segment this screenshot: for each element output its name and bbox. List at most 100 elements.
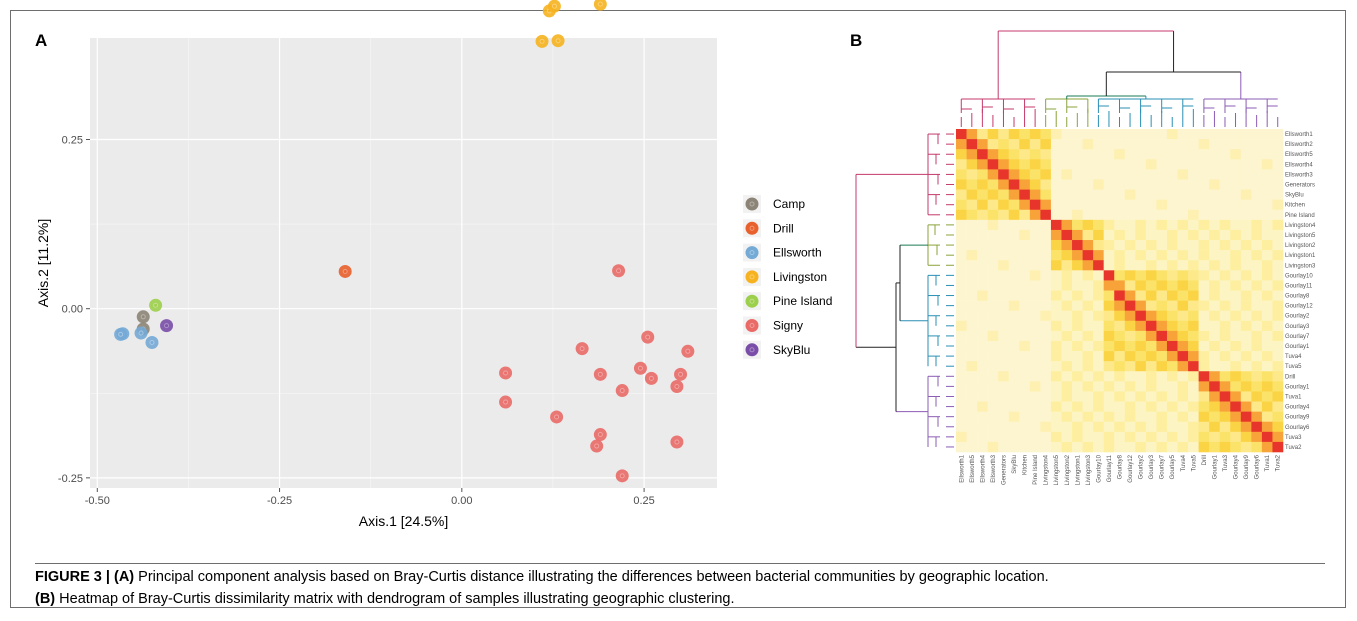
heatmap-cell (1145, 361, 1157, 372)
heatmap-cell (1240, 441, 1252, 453)
heatmap-cell (1061, 441, 1073, 453)
heatmap-cell (1177, 371, 1189, 382)
heatmap-cell (1166, 229, 1178, 241)
heatmap-cell (1124, 149, 1136, 160)
heatmap-cell (1040, 351, 1052, 362)
heatmap-cell (1050, 290, 1062, 301)
point-center-signy (648, 375, 654, 381)
heatmap-cell (977, 381, 988, 392)
heatmap-cell (1029, 159, 1041, 170)
heatmap-cell (1177, 441, 1189, 453)
heatmap-cell (1261, 441, 1273, 453)
heatmap-cell (1166, 219, 1178, 231)
heatmap-cell (1219, 330, 1231, 342)
heatmap-cell (1019, 371, 1031, 382)
heatmap-cell (977, 421, 988, 433)
heatmap-cell (1072, 280, 1083, 291)
heatmap-cell (1029, 381, 1041, 392)
heatmap-cell (1008, 381, 1020, 392)
heatmap-cell (1166, 310, 1178, 322)
heatmap-column-label: Kitchen (1023, 455, 1029, 475)
heatmap-cell (1188, 199, 1199, 211)
heatmap-cell (1240, 219, 1252, 231)
heatmap-cell (1156, 391, 1168, 402)
caption-label: FIGURE 3 | (35, 569, 110, 585)
heatmap-cell (1272, 310, 1284, 322)
heatmap-cell (1219, 270, 1231, 281)
heatmap-cell (1209, 310, 1221, 322)
heatmap-cell (1008, 411, 1020, 423)
heatmap-row-label: Ellsworth5 (1285, 152, 1313, 158)
heatmap-cell (1188, 381, 1199, 392)
heatmap-cell (1061, 199, 1073, 211)
heatmap-cell (966, 431, 978, 443)
heatmap-cell (1188, 240, 1199, 251)
heatmap-column-label: Gourlay6 (1255, 454, 1261, 479)
heatmap-cell (1156, 209, 1168, 221)
heatmap-cell (1040, 391, 1052, 402)
heatmap-column-label: Tuva3 (1223, 454, 1229, 471)
heatmap-cell (1040, 199, 1052, 211)
heatmap-cell (1050, 391, 1062, 402)
heatmap-cell (1188, 189, 1199, 200)
heatmap-cell (1050, 310, 1062, 322)
heatmap-cell (956, 411, 967, 423)
heatmap-cell (1209, 330, 1221, 342)
heatmap-cell (1156, 149, 1168, 160)
heatmap-cell (1103, 260, 1115, 271)
heatmap-cell (1230, 421, 1242, 433)
heatmap-cell (987, 290, 999, 301)
heatmap-cell (956, 320, 967, 332)
heatmap-cell (1240, 250, 1252, 261)
heatmap-cell (998, 149, 1010, 160)
heatmap-cell (977, 371, 988, 382)
heatmap-cell (1050, 411, 1062, 423)
heatmap-cell (1251, 371, 1263, 382)
heatmap-cell (1240, 310, 1252, 322)
heatmap-row-label: Ellsworth3 (1285, 172, 1313, 178)
heatmap-cell (1061, 129, 1073, 140)
heatmap-cell (1166, 260, 1178, 271)
heatmap-cell (1188, 280, 1199, 291)
heatmap-cell (977, 300, 988, 311)
heatmap-cell (1050, 280, 1062, 291)
heatmap-cell (1103, 149, 1115, 160)
heatmap-cell (1188, 300, 1199, 311)
heatmap-cell (1061, 351, 1073, 362)
heatmap-cell (1040, 300, 1052, 311)
heatmap-cell (1261, 401, 1273, 412)
heatmap-cell (1061, 250, 1073, 261)
heatmap-cell (1188, 169, 1199, 180)
heatmap-cell (1093, 300, 1104, 311)
heatmap-cell (1061, 300, 1073, 311)
heatmap-cell (1135, 381, 1147, 392)
heatmap-cell (966, 280, 978, 291)
heatmap-cell (987, 219, 999, 231)
heatmap-cell (1261, 270, 1273, 281)
row-labels: Ellsworth1 Ellsworth2 Ellsworth5 Ellsworth4… (1285, 132, 1316, 451)
heatmap-cell (1061, 431, 1073, 443)
y-axis-title: Axis.2 [11.2%] (35, 219, 51, 307)
heatmap-cell (1040, 290, 1052, 301)
heatmap-cell (1145, 139, 1157, 150)
heatmap-cell (1019, 320, 1031, 332)
heatmap-cell (1166, 209, 1178, 221)
heatmap-cell (1135, 351, 1147, 362)
heatmap-cell (1029, 250, 1041, 261)
heatmap-cell (1209, 189, 1221, 200)
heatmap-cell (1040, 240, 1052, 251)
heatmap-cell (1072, 240, 1083, 251)
heatmap-column-label: Drill (1202, 455, 1208, 465)
heatmap-cell (1166, 300, 1178, 311)
heatmap-cell (1156, 411, 1168, 423)
heatmap-cell (1240, 179, 1252, 190)
heatmap-cell (1177, 310, 1189, 322)
heatmap-cell (1219, 139, 1231, 150)
heatmap-cell (1219, 219, 1231, 231)
heatmap-column-label: Livingston5 (1054, 454, 1060, 485)
heatmap-cell (1019, 209, 1031, 221)
heatmap-cell (1040, 139, 1052, 150)
heatmap-cell (1082, 270, 1094, 281)
heatmap-cell (1240, 189, 1252, 200)
legend-label-ellsworth: Ellsworth (773, 246, 822, 260)
